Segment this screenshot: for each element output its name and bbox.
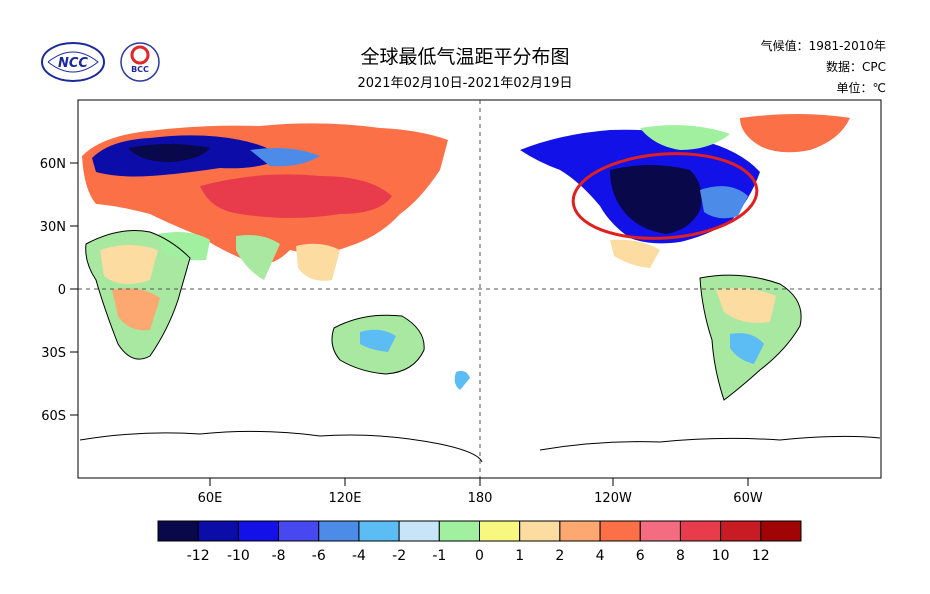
colorbar-swatch [479, 520, 521, 542]
colorbar-swatch [398, 520, 440, 542]
lon-label-180: 180 [468, 491, 493, 506]
colorbar-swatch [237, 520, 280, 542]
lat-label-30s: 30S [41, 346, 66, 361]
india-anomaly [236, 235, 280, 280]
ncc-logo-text: NCC [58, 56, 88, 71]
lon-axis: 60E 120E 180 120W 60W [198, 478, 763, 506]
colorbar [157, 520, 802, 542]
colorbar-swatch [760, 520, 802, 542]
colorbar-label: 2 [555, 548, 564, 564]
colorbar-label: 12 [752, 548, 770, 564]
climatology-text: 气候值：1981-2010年 [760, 39, 886, 53]
map-period: 2021年02月10日-2021年02月19日 [357, 76, 573, 91]
unit-text: 单位：℃ [836, 81, 886, 95]
lat-label-equator: 0 [58, 283, 66, 298]
north-america-cold-core [610, 165, 702, 234]
new-zealand-anomaly [454, 370, 470, 390]
data-source-text: 数据：CPC [826, 60, 886, 74]
ncc-logo: NCC [41, 42, 105, 82]
colorbar-swatch [519, 520, 561, 542]
colorbar-swatch [720, 520, 762, 542]
colorbar-swatch [599, 520, 641, 542]
colorbar-label: -4 [352, 548, 366, 564]
colorbar-label: -12 [187, 548, 210, 564]
colorbar-swatch [559, 520, 601, 542]
se-asia-anomaly [296, 243, 340, 281]
lon-label-60w: 60W [733, 491, 763, 506]
lat-label-30n: 30N [40, 220, 66, 235]
colorbar-swatch [197, 520, 239, 542]
map-metadata: 气候值：1981-2010年 数据：CPC 单位：℃ [761, 36, 886, 99]
colorbar-label: -6 [312, 548, 326, 564]
siberia-warm-core [200, 174, 392, 218]
logos: NCC BCC [41, 42, 160, 82]
colorbar-swatch [679, 520, 722, 542]
colorbar-label: -10 [227, 548, 250, 564]
colorbar-swatch [318, 520, 360, 542]
colorbar-label: 1 [515, 548, 524, 564]
colorbar-swatch [639, 520, 681, 542]
greenland-anomaly [740, 114, 850, 153]
bcc-logo-text: BCC [131, 65, 149, 74]
colorbar-label: 6 [636, 548, 645, 564]
colorbar-label: -8 [272, 548, 286, 564]
lat-label-60n: 60N [40, 157, 66, 172]
colorbar-label: 4 [596, 548, 605, 564]
canada-arctic-anomaly [640, 125, 730, 150]
map-title: 全球最低气温距平分布图 [360, 46, 570, 68]
lat-axis: 60N 30N 0 30S 60S [40, 157, 78, 424]
lon-label-120e: 120E [328, 491, 361, 506]
colorbar-swatch [438, 520, 480, 542]
colorbar-label: -1 [432, 548, 446, 564]
bcc-logo: BCC [120, 42, 160, 82]
anomaly-field [82, 114, 850, 400]
colorbar-swatch [278, 520, 320, 542]
lon-label-60e: 60E [198, 491, 223, 506]
colorbar-label: -2 [392, 548, 406, 564]
lon-label-120w: 120W [594, 491, 632, 506]
mexico-anomaly [610, 239, 660, 268]
highlight-ellipse [571, 152, 759, 240]
colorbar-labels: -12 -10 -8 -6 -4 -2 -1 0 1 2 4 6 8 10 12 [187, 548, 770, 564]
colorbar-swatch [157, 520, 199, 542]
colorbar-swatch [358, 520, 400, 542]
colorbar-label: 10 [712, 548, 730, 564]
colorbar-label: 0 [475, 548, 484, 564]
colorbar-label: 8 [676, 548, 685, 564]
lat-label-60s: 60S [41, 409, 66, 424]
coastlines [79, 230, 881, 463]
